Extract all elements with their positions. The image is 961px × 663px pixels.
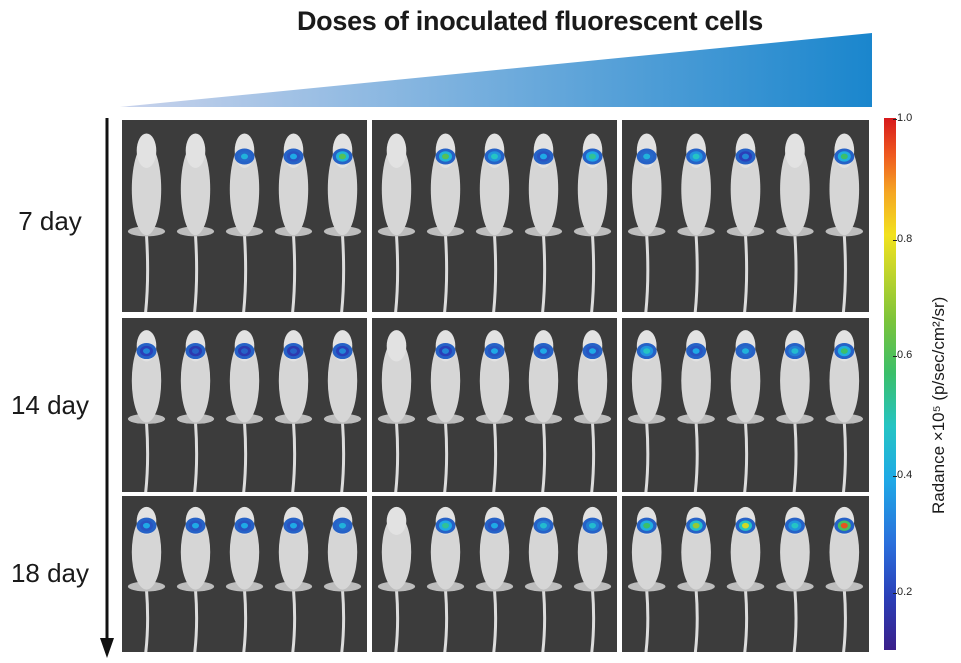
signal-spot <box>234 517 255 534</box>
colorbar-tick: 0.4 <box>892 469 913 481</box>
signal-spot <box>435 343 456 360</box>
mouse <box>274 133 313 312</box>
imaging-panel <box>372 120 617 312</box>
signal-spot <box>735 148 756 165</box>
signal-spot <box>784 343 805 360</box>
imaging-panel <box>622 120 869 312</box>
signal-spot <box>533 517 554 534</box>
signal-spot <box>686 517 707 534</box>
signal-spot <box>636 343 657 360</box>
mouse <box>377 506 416 652</box>
mouse <box>274 330 313 492</box>
mouse <box>377 133 416 312</box>
time-arrow <box>100 118 114 658</box>
imaging-panel <box>622 496 869 652</box>
signal-spot <box>582 148 603 165</box>
signal-spot <box>834 148 855 165</box>
figure-title: Doses of inoculated fluorescent cells <box>296 6 764 36</box>
signal-spot <box>234 148 255 165</box>
mouse <box>426 506 465 652</box>
signal-spot <box>582 517 603 534</box>
signal-spot <box>582 343 603 360</box>
signal-spot <box>332 343 353 360</box>
colorbar-tick: 0.2 <box>892 586 913 598</box>
signal-spot <box>636 517 657 534</box>
imaging-panel <box>622 318 869 492</box>
colorbar-tick: 0.8 <box>892 233 913 245</box>
signal-spot <box>784 517 805 534</box>
mouse <box>127 133 166 312</box>
colorbar-label: Radance ×10⁵ (p/sec/cm²/sr) <box>929 296 948 514</box>
row-label-18-day: 18 day <box>10 558 90 588</box>
imaging-panel <box>372 496 617 652</box>
signal-spot <box>636 148 657 165</box>
dose-gradient-wedge <box>120 33 872 107</box>
mouse <box>176 133 215 312</box>
signal-spot <box>686 343 707 360</box>
imaging-panel <box>372 318 617 492</box>
mouse <box>524 133 563 312</box>
signal-spot <box>533 343 554 360</box>
imaging-panel <box>122 318 367 492</box>
signal-spot <box>834 343 855 360</box>
mouse <box>726 506 765 652</box>
signal-spot <box>735 517 756 534</box>
radiance-colorbar <box>884 118 896 650</box>
signal-spot <box>185 343 206 360</box>
imaging-panel <box>122 120 367 312</box>
signal-spot <box>283 343 304 360</box>
signal-spot <box>185 517 206 534</box>
signal-spot <box>136 517 157 534</box>
signal-spot <box>735 343 756 360</box>
signal-spot <box>283 517 304 534</box>
mouse <box>776 133 814 312</box>
signal-spot <box>484 148 505 165</box>
signal-spot <box>834 517 855 534</box>
signal-spot <box>332 148 353 165</box>
signal-spot <box>484 517 505 534</box>
colorbar-tick: 1.0 <box>892 112 913 124</box>
signal-spot <box>234 343 255 360</box>
row-label-14-day: 14 day <box>10 390 90 420</box>
row-label-7-day: 7 day <box>18 206 82 236</box>
signal-spot <box>484 343 505 360</box>
mouse <box>377 330 416 492</box>
colorbar-tick: 0.6 <box>892 349 913 361</box>
imaging-panel <box>122 496 367 652</box>
signal-spot <box>533 148 554 165</box>
signal-spot <box>332 517 353 534</box>
signal-spot <box>435 517 456 534</box>
signal-spot <box>686 148 707 165</box>
signal-spot <box>283 148 304 165</box>
signal-spot <box>136 343 157 360</box>
signal-spot <box>435 148 456 165</box>
mouse <box>127 506 166 652</box>
